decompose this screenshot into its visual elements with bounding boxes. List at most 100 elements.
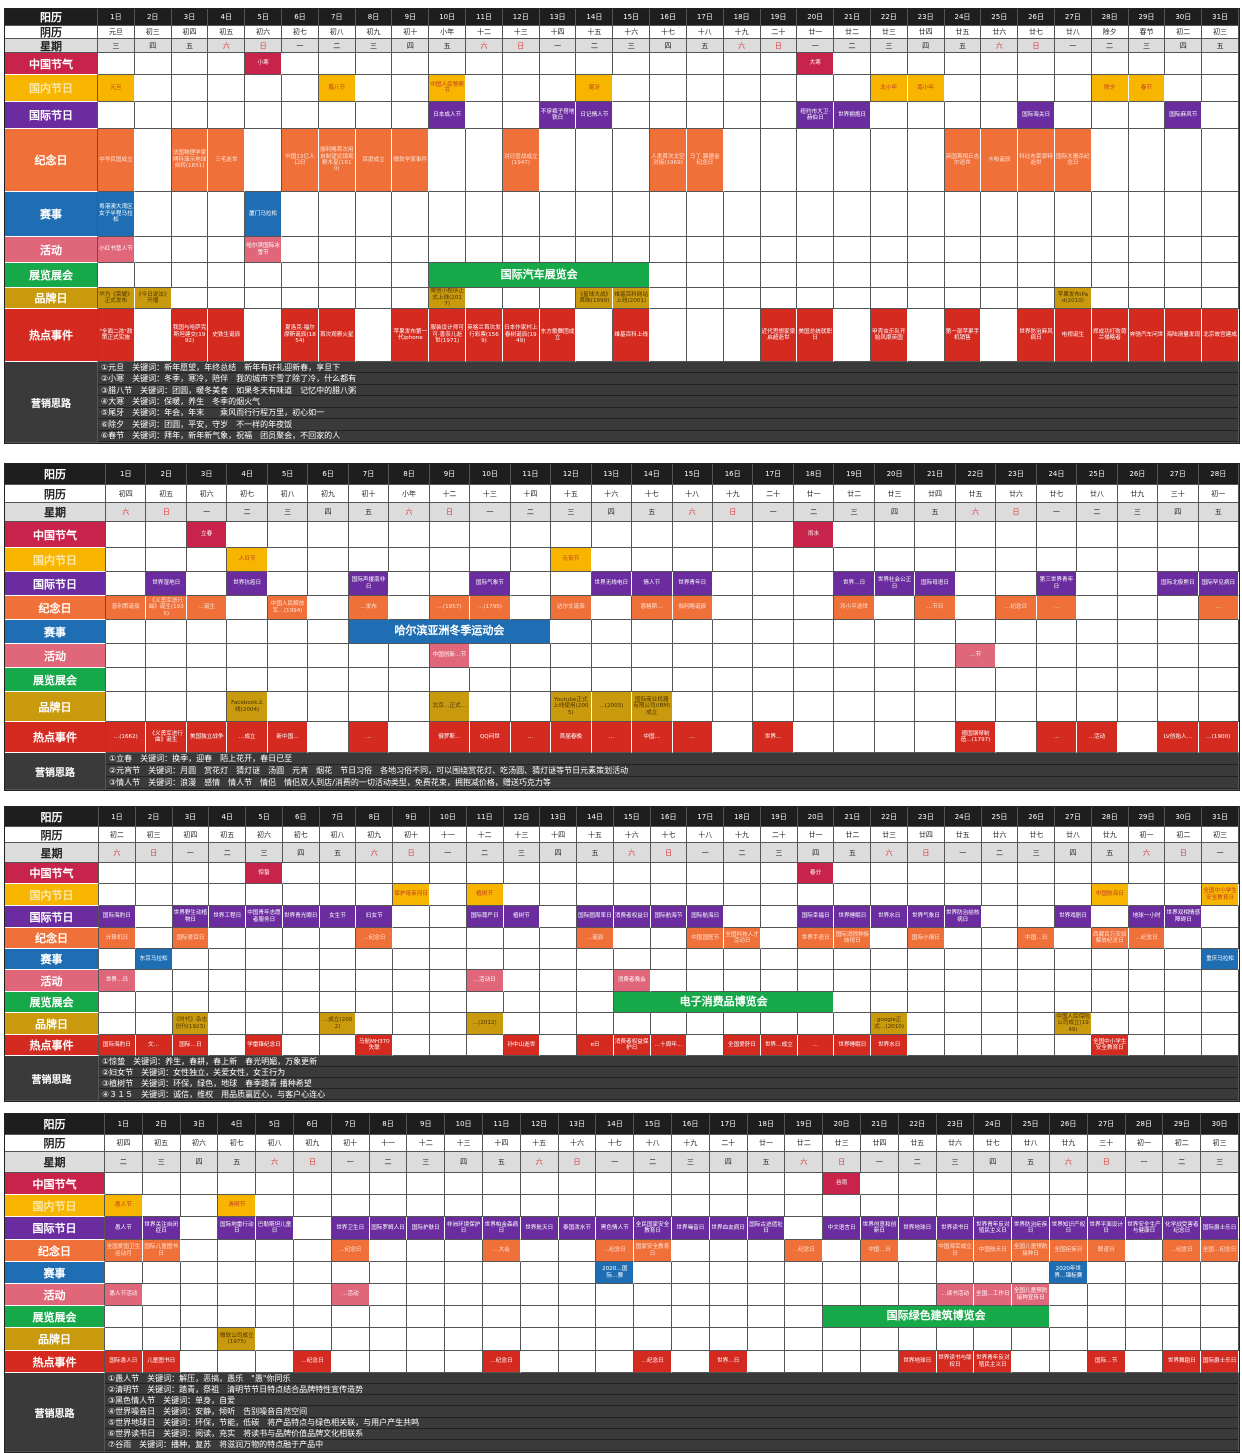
event-item[interactable]: … [1198, 596, 1239, 620]
event-item[interactable]: 中文语言日 [823, 1217, 861, 1240]
event-item[interactable]: 世界创意和创新日 [860, 1217, 899, 1240]
event-item[interactable]: 中国13亿人口日 [282, 129, 319, 192]
event-item[interactable]: …活动 [331, 1284, 370, 1306]
event-item[interactable]: …活动 [1077, 722, 1118, 753]
event-item[interactable]: 中国…日 [860, 1240, 899, 1262]
event-item[interactable]: 东方歌舞团成立 [539, 309, 577, 362]
event-item[interactable]: 世界关注自闭症日 [142, 1217, 181, 1240]
event-item[interactable]: 中国… [632, 722, 673, 753]
event-item[interactable]: …纪念日 [1163, 1240, 1202, 1262]
event-item[interactable]: 百度成立 [355, 129, 393, 192]
event-item[interactable]: 国际消除种族歧视日 [834, 928, 872, 949]
event-item[interactable]: 世界防治结核病日 [944, 906, 982, 928]
event-item[interactable]: 地球一小时 [1128, 906, 1166, 928]
event-item[interactable]: 全民国家安全教育日 [634, 1217, 672, 1240]
event-item[interactable]: 世界青年反对殖民主义日 [974, 1217, 1013, 1240]
event-item[interactable]: 美国总统就职日 [797, 309, 835, 362]
event-item[interactable]: 谷雨 [823, 1173, 861, 1195]
event-item[interactable]: 国际海关日 [1018, 102, 1055, 129]
event-item[interactable]: 2020年世界…锦标赛 [1049, 1262, 1088, 1284]
event-item[interactable]: 立春 [186, 522, 228, 548]
event-item[interactable]: 中国航天日 [974, 1240, 1013, 1262]
event-item[interactable]: 世界地球日 [898, 1217, 937, 1240]
event-item[interactable]: 国际幸福日 [797, 906, 835, 928]
event-item[interactable]: 中华民国成立 [98, 129, 135, 192]
event-item[interactable]: 中国海军成立日 [936, 1240, 975, 1262]
event-item[interactable]: 2020…国际…赛 [596, 1262, 635, 1284]
event-item[interactable]: 中国…日 [1018, 928, 1056, 949]
event-item[interactable]: 伽利略首次用自制望远镜观察木星(1610) [318, 129, 356, 192]
event-item[interactable]: 大寒 [797, 53, 835, 75]
event-item[interactable]: 保护母亲河日 [393, 884, 430, 906]
event-item[interactable]: …活动日 [466, 970, 504, 992]
event-item[interactable]: 国际…节 [1087, 1351, 1126, 1373]
event-item[interactable]: 科比布莱恩特逝世 [1018, 129, 1055, 192]
event-item[interactable]: LV创始人… [1158, 722, 1199, 753]
event-item[interactable]: 国际绿色建筑博览会 [823, 1306, 1050, 1328]
event-item[interactable]: 不穿裤子搭地铁日 [539, 102, 577, 129]
event-item[interactable]: 腊八节 [318, 75, 356, 102]
event-item[interactable]: 国际海豹日 [99, 906, 136, 928]
event-item[interactable]: 恩格斯… [632, 596, 673, 620]
event-item[interactable]: 世界平面设计日 [1087, 1217, 1126, 1240]
event-item[interactable]: 学雷锋纪念日 [246, 1035, 283, 1056]
event-item[interactable]: 郑成功打败荷兰侵略者 [1091, 309, 1129, 362]
event-item[interactable]: 中国青年志愿者服务日 [246, 906, 283, 928]
event-item[interactable]: 国际罗姆人日 [369, 1217, 408, 1240]
event-item[interactable]: 新中国… [267, 722, 309, 753]
event-item[interactable]: 国际圆周率日 [577, 906, 614, 928]
event-item[interactable]: 世界… [753, 722, 794, 753]
event-item[interactable]: 愚人节 [105, 1195, 143, 1217]
event-item[interactable]: 中国人民警察节 [429, 75, 467, 102]
event-item[interactable]: 世界青年日 [672, 572, 713, 596]
event-item[interactable]: 孙中山逝世 [503, 1035, 541, 1056]
event-item[interactable]: 计算机日 [99, 928, 136, 949]
event-item[interactable]: 世界水日 [871, 906, 909, 928]
event-item[interactable]: 植树节 [503, 906, 541, 928]
event-item[interactable]: 维基百科上线 [613, 309, 651, 362]
event-item[interactable]: …纪念日 [634, 1351, 672, 1373]
event-item[interactable]: 国际北极熊日 [1158, 572, 1199, 596]
event-item[interactable]: 海陆测量发现 [1165, 309, 1203, 362]
event-item[interactable]: 世界知识产权日 [1049, 1217, 1088, 1240]
event-item[interactable]: 消费者权益保护日 [613, 1035, 651, 1056]
event-item[interactable]: 《义勇军进行曲》诞生(1935) [146, 596, 187, 620]
event-item[interactable]: 伽利略诞辰 [672, 596, 713, 620]
event-item[interactable]: 全国爱国卫生运动月 [105, 1240, 143, 1262]
event-item[interactable]: 重庆马拉松 [1202, 949, 1239, 970]
event-item[interactable]: 对日宣战成立(1947) [502, 129, 540, 192]
event-item[interactable]: 国际声援南非日 [348, 572, 390, 596]
event-item[interactable]: 第一部苹果手机销售 [944, 309, 982, 362]
event-item[interactable]: Youtube正式上线使用(2005) [551, 692, 592, 722]
event-item[interactable]: 世界社会公正日 [874, 572, 916, 596]
event-item[interactable]: 联谊日 [1087, 1240, 1126, 1262]
event-item[interactable]: 华为《荣耀》正式发布 [98, 288, 135, 309]
event-item[interactable]: 世界青年反对殖民主义日 [974, 1351, 1013, 1373]
event-item[interactable]: 西藏百万农奴解放纪念日 [1091, 928, 1129, 949]
event-item[interactable]: 国际航海节 [650, 906, 688, 928]
event-item[interactable]: 世界航天日 [520, 1217, 559, 1240]
event-item[interactable]: 化学战受害者纪念日 [1163, 1217, 1202, 1240]
event-item[interactable]: 国际大屠杀纪念日 [1054, 129, 1092, 192]
event-item[interactable]: …节日 [915, 596, 956, 620]
event-item[interactable]: 全国爱肝日 [724, 1035, 761, 1056]
event-item[interactable]: 世界防治疟疾日 [1012, 1217, 1050, 1240]
event-item[interactable]: 美国独立战争 [186, 722, 228, 753]
event-item[interactable]: 首届春晚 [551, 722, 592, 753]
event-item[interactable]: 文… [135, 1035, 173, 1056]
event-item[interactable]: 甲壳虫乐队开始风靡英国 [870, 309, 908, 362]
event-item[interactable]: 世界读书与版权日 [936, 1351, 975, 1373]
event-item[interactable]: 电视诞生 [1054, 309, 1092, 362]
event-item[interactable]: 世界睡眠日 [834, 906, 872, 928]
event-item[interactable]: 达尔文诞辰 [551, 596, 592, 620]
event-item[interactable]: 全国…纪念日 [1201, 1240, 1239, 1262]
event-item[interactable]: 国际古迹遗址日 [747, 1217, 786, 1240]
event-item[interactable]: …大会 [482, 1240, 521, 1262]
event-item[interactable]: 国际愚人日 [105, 1351, 143, 1373]
event-item[interactable]: 世界手语日 [797, 928, 835, 949]
event-item[interactable]: 国际汽车展览会 [429, 263, 651, 288]
event-item[interactable]: 哈尔滨国际冰雪节 [245, 237, 283, 263]
event-item[interactable]: …纪念日 [785, 1240, 824, 1262]
event-item[interactable]: 世界无线电日 [591, 572, 633, 596]
event-item[interactable]: 国际商业机器有限公司(IBM)成立 [632, 692, 673, 722]
